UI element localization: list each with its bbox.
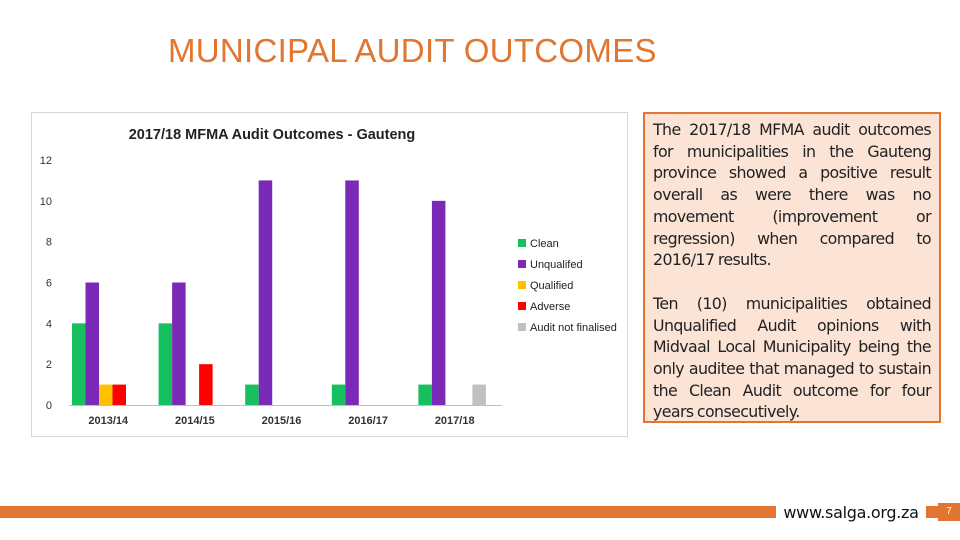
bar-qualified-2013-14 (99, 384, 113, 405)
x-tick-label: 2016/17 (348, 415, 388, 427)
legend-swatch (518, 302, 526, 310)
bar-unqualifed-2017-18 (431, 200, 446, 405)
y-tick-label: 6 (46, 278, 52, 290)
bar-unqualifed-2016-17 (345, 180, 359, 405)
legend-label: Audit not finalised (530, 322, 617, 334)
bar-audit-not-finalised-2017-18 (472, 384, 486, 405)
bar-clean-2014-15 (158, 323, 173, 405)
y-tick-label: 8 (46, 237, 52, 249)
footer-bar (0, 506, 960, 518)
chart-title: 2017/18 MFMA Audit Outcomes - Gauteng (129, 127, 416, 143)
chart-canvas: 2017/18 MFMA Audit Outcomes - Gauteng 0 2… (40, 127, 617, 427)
y-tick-label: 12 (40, 155, 52, 167)
legend-swatch (518, 281, 526, 289)
y-tick-label: 0 (46, 400, 52, 412)
legend-swatch (518, 323, 526, 331)
bars (72, 180, 486, 405)
bar-clean-2013-14 (72, 323, 86, 405)
summary-text-box: The 2017/18 MFMA audit outcomes for muni… (643, 112, 941, 423)
bar-adverse-2014-15 (199, 364, 213, 405)
summary-paragraph-2: Ten (10) municipalities obtained Unquali… (653, 293, 932, 422)
audit-outcomes-chart: 2017/18 MFMA Audit Outcomes - Gauteng 0 2… (31, 112, 628, 437)
x-tick-label: 2014/15 (175, 415, 215, 427)
bar-clean-2017-18 (418, 384, 432, 405)
bar-adverse-2013-14 (112, 384, 126, 405)
legend-label: Adverse (530, 301, 570, 313)
y-tick-label: 2 (46, 359, 52, 371)
x-tick-label: 2017/18 (435, 415, 475, 427)
bar-clean-2015-16 (245, 384, 259, 405)
footer-url[interactable]: www.salga.org.za (776, 498, 926, 528)
page-number: 7 (938, 503, 960, 521)
x-axis: 2013/14 2014/15 2015/16 2016/17 2017/18 (69, 405, 502, 427)
legend-label: Clean (530, 238, 559, 250)
y-tick-label: 10 (40, 196, 52, 208)
bar-unqualifed-2015-16 (258, 180, 273, 405)
legend-label: Unqualifed (530, 259, 583, 271)
summary-paragraph-1: The 2017/18 MFMA audit outcomes for muni… (653, 120, 932, 270)
bar-unqualifed-2013-14 (85, 282, 99, 405)
bar-unqualifed-2014-15 (172, 282, 186, 405)
slide-title: MUNICIPAL AUDIT OUTCOMES (168, 32, 657, 69)
x-tick-label: 2013/14 (88, 415, 129, 427)
bar-clean-2016-17 (331, 384, 346, 405)
legend-label: Qualified (530, 280, 573, 292)
x-tick-label: 2015/16 (262, 415, 302, 427)
legend-swatch (518, 239, 526, 247)
legend: Clean Unqualifed Qualified Adverse Audit not… (518, 238, 617, 334)
y-tick-label: 4 (46, 318, 52, 330)
y-axis: 0 2 4 6 8 10 12 (40, 155, 52, 412)
legend-swatch (518, 260, 526, 268)
